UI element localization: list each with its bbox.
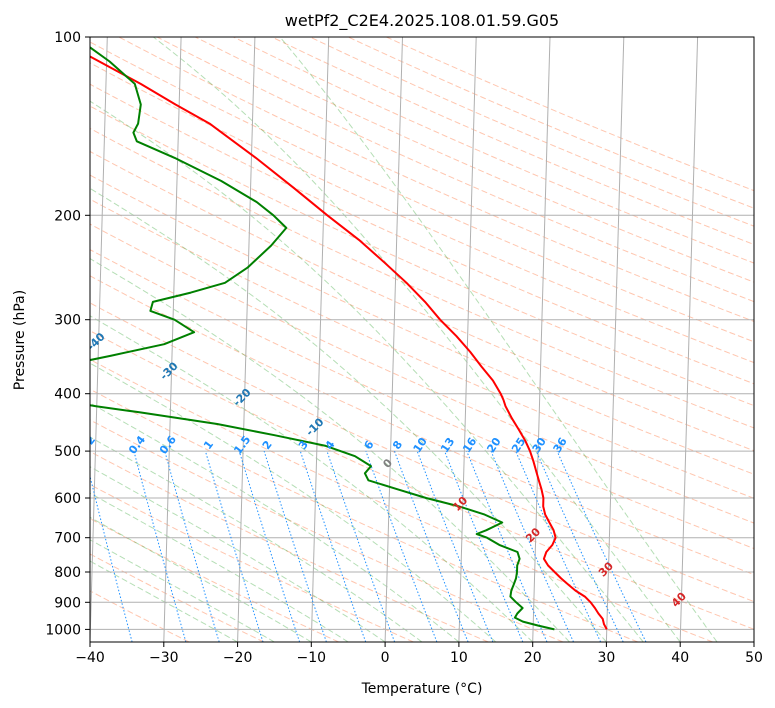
moist-adiabat [90,436,423,642]
dry-adiabat [90,302,754,603]
dry-adiabat [271,37,754,246]
mixing-ratio-line [299,450,367,642]
isotherm-line [237,37,256,642]
sounding-profiles [90,46,608,631]
moist-adiabat [90,466,386,642]
x-tick-label: 50 [745,650,763,666]
x-tick-label: 30 [597,650,615,666]
y-axis-title: Pressure (hPa) [12,290,28,390]
mixing-ratio-line [444,450,524,642]
plot-frame [89,36,755,643]
y-tick-label: 700 [54,531,81,547]
dry-adiabat [118,37,754,322]
chart-title: wetPf2_C2E4.2025.108.01.59.G05 [285,11,559,31]
y-tick-label: 600 [54,491,81,507]
mixing-ratio-line [365,450,438,642]
dry-adiabat [90,83,754,385]
mixing-ratio-line [164,450,220,642]
moist-adiabat [90,100,644,642]
x-axis: −40 −30 −20 −10 0 10 20 30 40 50 [75,642,763,666]
isotherms [90,37,754,642]
mixing-ratio-line [416,450,494,642]
dry-adiabat [90,483,414,642]
dry-adiabat [90,388,638,642]
dry-adiabat [90,105,754,407]
moist-adiabat [90,539,275,642]
x-tick-label: −10 [297,650,327,666]
x-tick-label: −30 [149,650,179,666]
isotherm-line [90,37,108,642]
dewpoint-profile [90,46,555,631]
moist-adiabat [90,315,534,642]
isotherm-line [458,37,477,642]
moist-adiabat [153,37,681,642]
y-tick-label: 1000 [45,622,81,638]
dry-adiabat [309,37,754,227]
x-tick-label: −20 [223,650,253,666]
mixing-ratio-line [133,450,187,642]
dry-adiabat [386,37,754,192]
plot-area: 0.10.20.40.611.52346810131620253036-100-… [76,37,754,642]
x-tick-label: 10 [450,650,468,666]
moist-adiabat [279,37,718,642]
y-tick-label: 300 [54,313,81,329]
dry-adiabat [90,62,754,364]
dry-adiabat [90,174,754,475]
x-tick-label: −40 [75,650,105,666]
moist-adiabat [90,402,460,642]
y-tick-label: 200 [54,208,81,224]
y-tick-label: 500 [54,444,81,460]
y-axis: 100 200 300 400 500 600 700 800 900 1000 [45,30,90,638]
isotherm-line [679,37,699,642]
dry-adiabat [195,37,754,283]
y-tick-label: 900 [54,595,81,611]
mixing-ratio-line [556,450,647,642]
dry-adiabat [90,330,754,630]
dry-adiabat [90,518,339,642]
moist-adiabat [90,362,497,642]
mixing-ratio-label: 0.2 [76,433,98,456]
isotherm-line [384,37,403,642]
y-tick-label: 400 [54,387,81,403]
y-tick-label: 800 [54,565,81,581]
x-tick-label: 0 [381,650,390,666]
moist-adiabats [90,37,718,642]
dry-adiabat [90,150,754,452]
x-tick-label: 20 [524,650,542,666]
y-tick-label: 100 [54,30,81,46]
isotherm-line [310,37,330,642]
dry-adiabat [90,41,754,343]
mixing-ratio-line [466,450,548,642]
x-axis-title: Temperature (°C) [361,681,483,697]
isotherm-line [605,37,625,642]
x-tick-label: 40 [671,650,689,666]
temperature-profile [90,55,608,630]
isotherm-line [532,37,551,642]
mixing-ratio-line [394,450,469,642]
mixing-ratio-line [326,450,396,642]
moist-adiabat [90,258,570,642]
moist-adiabat [90,187,607,642]
mixing-ratio-line [90,474,133,642]
mixing-ratio-line [515,450,602,642]
mixing-ratio-line [535,450,624,642]
mixing-ratio-lines [90,450,647,642]
dry-adiabat [90,127,754,429]
dry-adiabat [90,275,754,576]
isotherm-line [163,37,182,642]
dry-adiabat [90,249,754,550]
dry-adiabat [90,358,713,642]
